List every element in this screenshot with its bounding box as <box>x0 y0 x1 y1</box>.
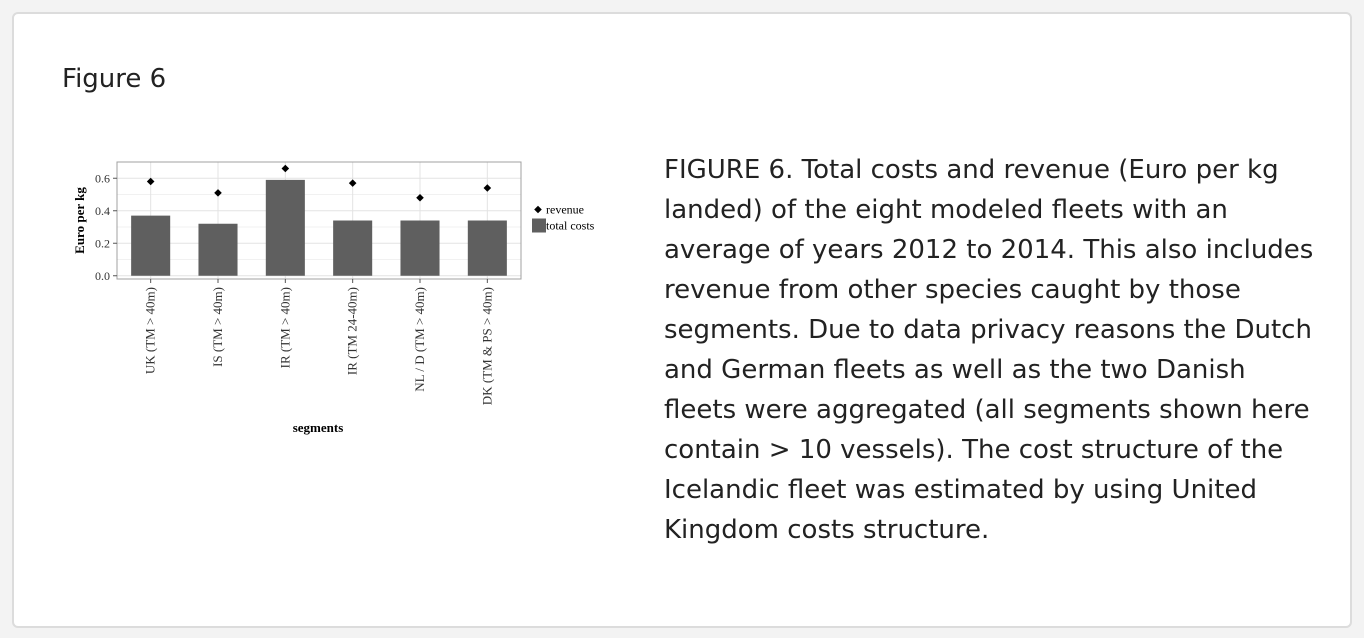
y-tick-label: 0.6 <box>95 171 110 185</box>
x-axis-label: segments <box>293 420 344 435</box>
grid <box>117 161 521 279</box>
legend-revenue-swatch <box>534 205 542 214</box>
bars <box>131 179 507 276</box>
chart: 0.0 0.2 0.4 0.6 UK (TM > 40m) IS (TM > 40m) I… <box>59 144 599 444</box>
chart-svg: 0.0 0.2 0.4 0.6 UK (TM > 40m) IS (TM > 40m) I… <box>72 161 595 435</box>
figure-card: Figure 6 0.0 0.2 0.4 0.6 UK (TM > 40m) IS (T… <box>12 12 1352 628</box>
bar-total-costs <box>265 179 305 276</box>
legend-total-costs-swatch <box>532 218 546 233</box>
figure-title: Figure 6 <box>62 64 167 94</box>
x-tick-label: DK (TM & PS > 40m) <box>479 287 494 405</box>
bar-total-costs <box>400 220 440 276</box>
x-tick-label: IR (TM 24-40m) <box>345 287 360 375</box>
legend-revenue-label: revenue <box>546 203 584 217</box>
x-axis: UK (TM > 40m) IS (TM > 40m) IR (TM > 40m) I… <box>143 279 494 405</box>
y-tick-label: 0.4 <box>95 204 110 218</box>
legend-total-costs-label: total costs <box>546 219 595 233</box>
point-revenue <box>281 164 290 173</box>
bar-total-costs <box>467 220 507 276</box>
point-revenue <box>146 177 155 186</box>
bar-total-costs <box>333 220 373 276</box>
point-revenue <box>483 184 492 192</box>
plot-panel <box>116 161 522 280</box>
bar-total-costs <box>198 223 238 276</box>
x-tick-label: IS (TM > 40m) <box>210 287 225 367</box>
point-revenue <box>416 193 424 202</box>
y-axis-label: Euro per kg <box>72 187 87 254</box>
revenue-points <box>146 164 492 202</box>
x-tick-label: IR (TM > 40m) <box>277 287 292 368</box>
y-tick-label: 0.2 <box>95 236 110 250</box>
y-tick-label: 0.0 <box>95 269 110 283</box>
bar-total-costs <box>131 215 171 276</box>
point-revenue <box>348 179 357 187</box>
point-revenue <box>214 189 222 197</box>
figure-caption: FIGURE 6. Total costs and revenue (Euro … <box>664 155 1314 545</box>
x-tick-label: NL / D (TM > 40m) <box>412 287 427 392</box>
legend: revenue total costs <box>532 203 595 233</box>
y-axis: 0.0 0.2 0.4 0.6 <box>95 171 117 283</box>
x-tick-label: UK (TM > 40m) <box>143 287 158 374</box>
